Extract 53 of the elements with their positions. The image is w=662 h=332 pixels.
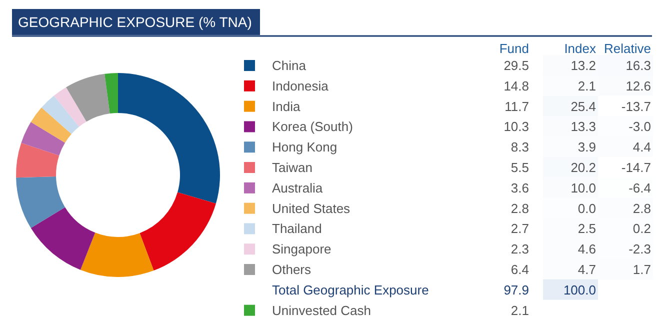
data-label: 6.4	[510, 262, 529, 277]
slice-label: Fund	[499, 41, 529, 56]
data-label: 0.0	[578, 200, 596, 216]
data-label: 0.2	[632, 221, 651, 236]
text: 97.9	[504, 282, 529, 298]
data-label: 2.5	[578, 221, 596, 236]
data-label: 100.0	[563, 282, 596, 298]
data-label: 8.3	[510, 140, 529, 155]
data-label: 1.7	[632, 262, 651, 277]
data-label: -2.3	[628, 242, 651, 257]
data-label: -13.7	[621, 98, 651, 114]
data-label: 29.5	[504, 58, 529, 73]
data-label: 20.2	[570, 160, 596, 175]
data-label: 4.4	[632, 140, 651, 155]
legend-label: China	[272, 58, 307, 73]
legend-label: Uninvested Cash	[272, 302, 371, 318]
x-tick-label: Index	[564, 41, 596, 56]
data-label: 2.8	[510, 200, 529, 216]
data-label: -14.7	[621, 160, 651, 175]
legend-label: India	[272, 98, 301, 114]
chart-title: GEOGRAPHIC EXPOSURE (% TNA)	[18, 14, 252, 30]
data-label: 4.6	[578, 242, 596, 257]
data-label: 25.4	[570, 98, 596, 114]
legend-label: United States	[272, 200, 351, 216]
data-label: 10.3	[504, 119, 529, 134]
data-label: 2.8	[632, 200, 651, 216]
data-label: 2.1	[578, 78, 596, 94]
data-label: -6.4	[628, 180, 651, 196]
data-label: 3.6	[510, 180, 529, 196]
data-label: 13.3	[570, 119, 596, 134]
data-label: 16.3	[626, 58, 651, 73]
data-label: 3.9	[578, 140, 596, 155]
data-label: 11.7	[504, 98, 529, 114]
data-label: 2.7	[510, 221, 529, 236]
text: Total Geographic Exposure	[272, 282, 429, 298]
data-label: 4.7	[578, 262, 596, 277]
legend-label: Taiwan	[272, 160, 312, 175]
legend-label: Hong Kong	[272, 140, 338, 155]
data-label: -3.0	[628, 119, 651, 134]
legend-label: Korea (South)	[272, 119, 353, 134]
legend-label: Singapore	[272, 242, 332, 257]
data-label: 12.6	[626, 78, 651, 94]
data-label: 5.5	[510, 160, 529, 175]
data-label: 13.2	[570, 58, 596, 73]
data-label: 10.0	[570, 180, 596, 196]
legend-label: Others	[272, 262, 312, 277]
x-tick-label: Relative	[604, 41, 651, 56]
data-label: 14.8	[504, 78, 529, 94]
legend-label: Australia	[272, 180, 324, 196]
data-label: 2.3	[510, 242, 529, 257]
legend-label: Indonesia	[272, 78, 330, 94]
data-label: 2.1	[510, 302, 529, 318]
legend-label: Thailand	[272, 221, 322, 236]
